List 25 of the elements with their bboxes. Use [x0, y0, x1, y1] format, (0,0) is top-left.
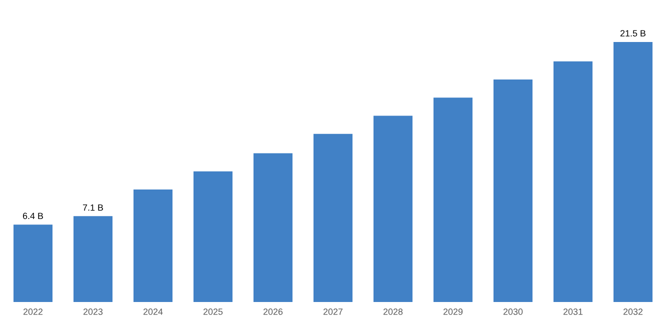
bar	[314, 134, 353, 302]
x-tick-label: 2032	[623, 308, 643, 315]
bar	[194, 171, 233, 302]
x-tick-label: 2025	[203, 308, 223, 315]
bar	[14, 224, 52, 302]
x-tick-label: 2030	[503, 308, 523, 315]
data-label: 6.4 B	[22, 212, 43, 220]
bar	[374, 116, 413, 302]
x-tick-label: 2029	[443, 308, 463, 315]
data-label: 7.1 B	[82, 204, 103, 211]
x-tick-label: 2027	[323, 308, 343, 315]
x-tick-label: 2023	[83, 308, 103, 315]
x-tick-label: 2028	[383, 308, 403, 315]
bar	[614, 42, 653, 302]
x-tick-label: 2031	[563, 308, 583, 315]
bar	[134, 190, 172, 302]
bar	[554, 61, 593, 302]
x-tick-label: 2026	[263, 308, 283, 315]
bar	[254, 153, 293, 302]
bar	[494, 79, 533, 302]
data-label: 21.5 B	[620, 30, 646, 36]
bar	[434, 98, 473, 302]
bar	[74, 216, 112, 302]
x-tick-label: 2022	[23, 308, 43, 315]
x-tick-label: 2024	[143, 308, 163, 315]
